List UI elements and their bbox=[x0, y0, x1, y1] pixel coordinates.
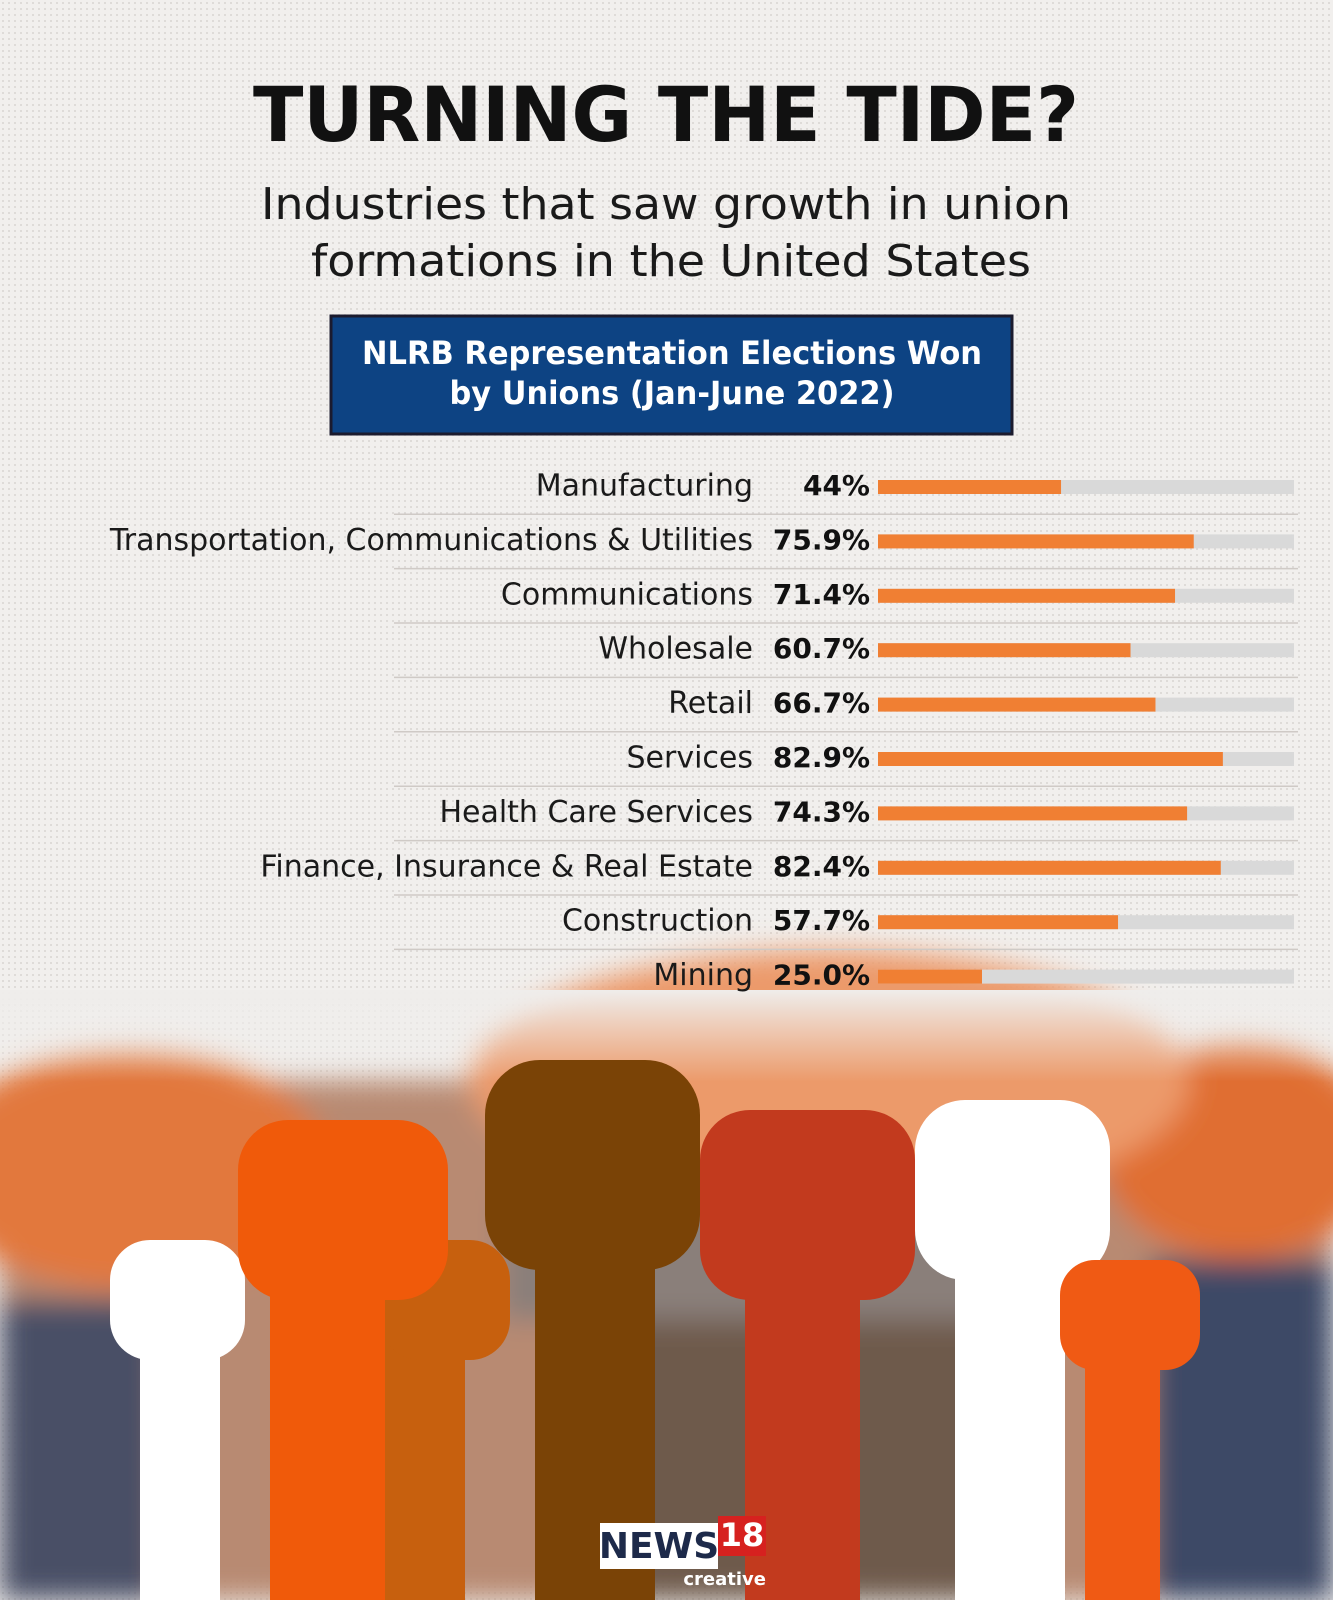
logo-box bbox=[600, 1523, 718, 1569]
category-label: Mining bbox=[653, 958, 753, 993]
category-label: Health Care Services bbox=[439, 795, 753, 830]
bar bbox=[878, 806, 1188, 821]
bar bbox=[878, 588, 1176, 603]
panel-box bbox=[329, 314, 1014, 436]
category-label: Finance, Insurance & Real Estate bbox=[260, 849, 753, 884]
category-label: Services bbox=[626, 741, 753, 776]
bar-chart: Manufacturing 44% Transportation, Communic… bbox=[109, 469, 1298, 993]
panel-title-line: NLRB Representation Elections Won bbox=[362, 334, 982, 372]
logo-name: NEWS bbox=[599, 1526, 719, 1567]
logo: NEWS 18 creative bbox=[599, 1516, 766, 1590]
value-label: 82.9% bbox=[773, 741, 870, 774]
bar bbox=[878, 752, 1223, 766]
bar bbox=[878, 534, 1194, 549]
bar bbox=[878, 915, 1119, 930]
category-label: Manufacturing bbox=[536, 469, 753, 504]
chart-title: TURNING THE TIDE? bbox=[253, 70, 1079, 159]
category-label: Retail bbox=[668, 686, 753, 721]
value-label: 75.9% bbox=[773, 523, 870, 556]
panel-title-line: by Unions (Jan-June 2022) bbox=[450, 374, 895, 412]
bar bbox=[878, 643, 1131, 658]
bar bbox=[878, 697, 1156, 712]
value-label: 82.4% bbox=[773, 850, 870, 883]
fists-illustration bbox=[110, 1060, 1200, 1600]
logo-number: 18 bbox=[720, 1516, 765, 1554]
value-label: 44% bbox=[803, 469, 870, 502]
subtitle-line: formations in the United States bbox=[311, 236, 1031, 287]
value-label: 57.7% bbox=[773, 904, 870, 937]
bar bbox=[878, 969, 982, 984]
value-label: 66.7% bbox=[773, 687, 870, 720]
category-label: Transportation, Communications & Utiliti… bbox=[109, 523, 753, 558]
category-label: Communications bbox=[501, 577, 753, 612]
bar bbox=[878, 860, 1221, 875]
subtitle-line: Industries that saw growth in union bbox=[261, 179, 1071, 230]
value-label: 74.3% bbox=[773, 795, 870, 828]
bar bbox=[878, 480, 1062, 494]
value-label: 60.7% bbox=[773, 632, 870, 665]
value-label: 71.4% bbox=[773, 578, 870, 611]
logo-tag: creative bbox=[683, 1569, 766, 1590]
value-label: 25.0% bbox=[773, 959, 870, 992]
logo-number-box bbox=[718, 1516, 766, 1556]
category-label: Construction bbox=[562, 904, 753, 939]
category-label: Wholesale bbox=[598, 632, 753, 667]
